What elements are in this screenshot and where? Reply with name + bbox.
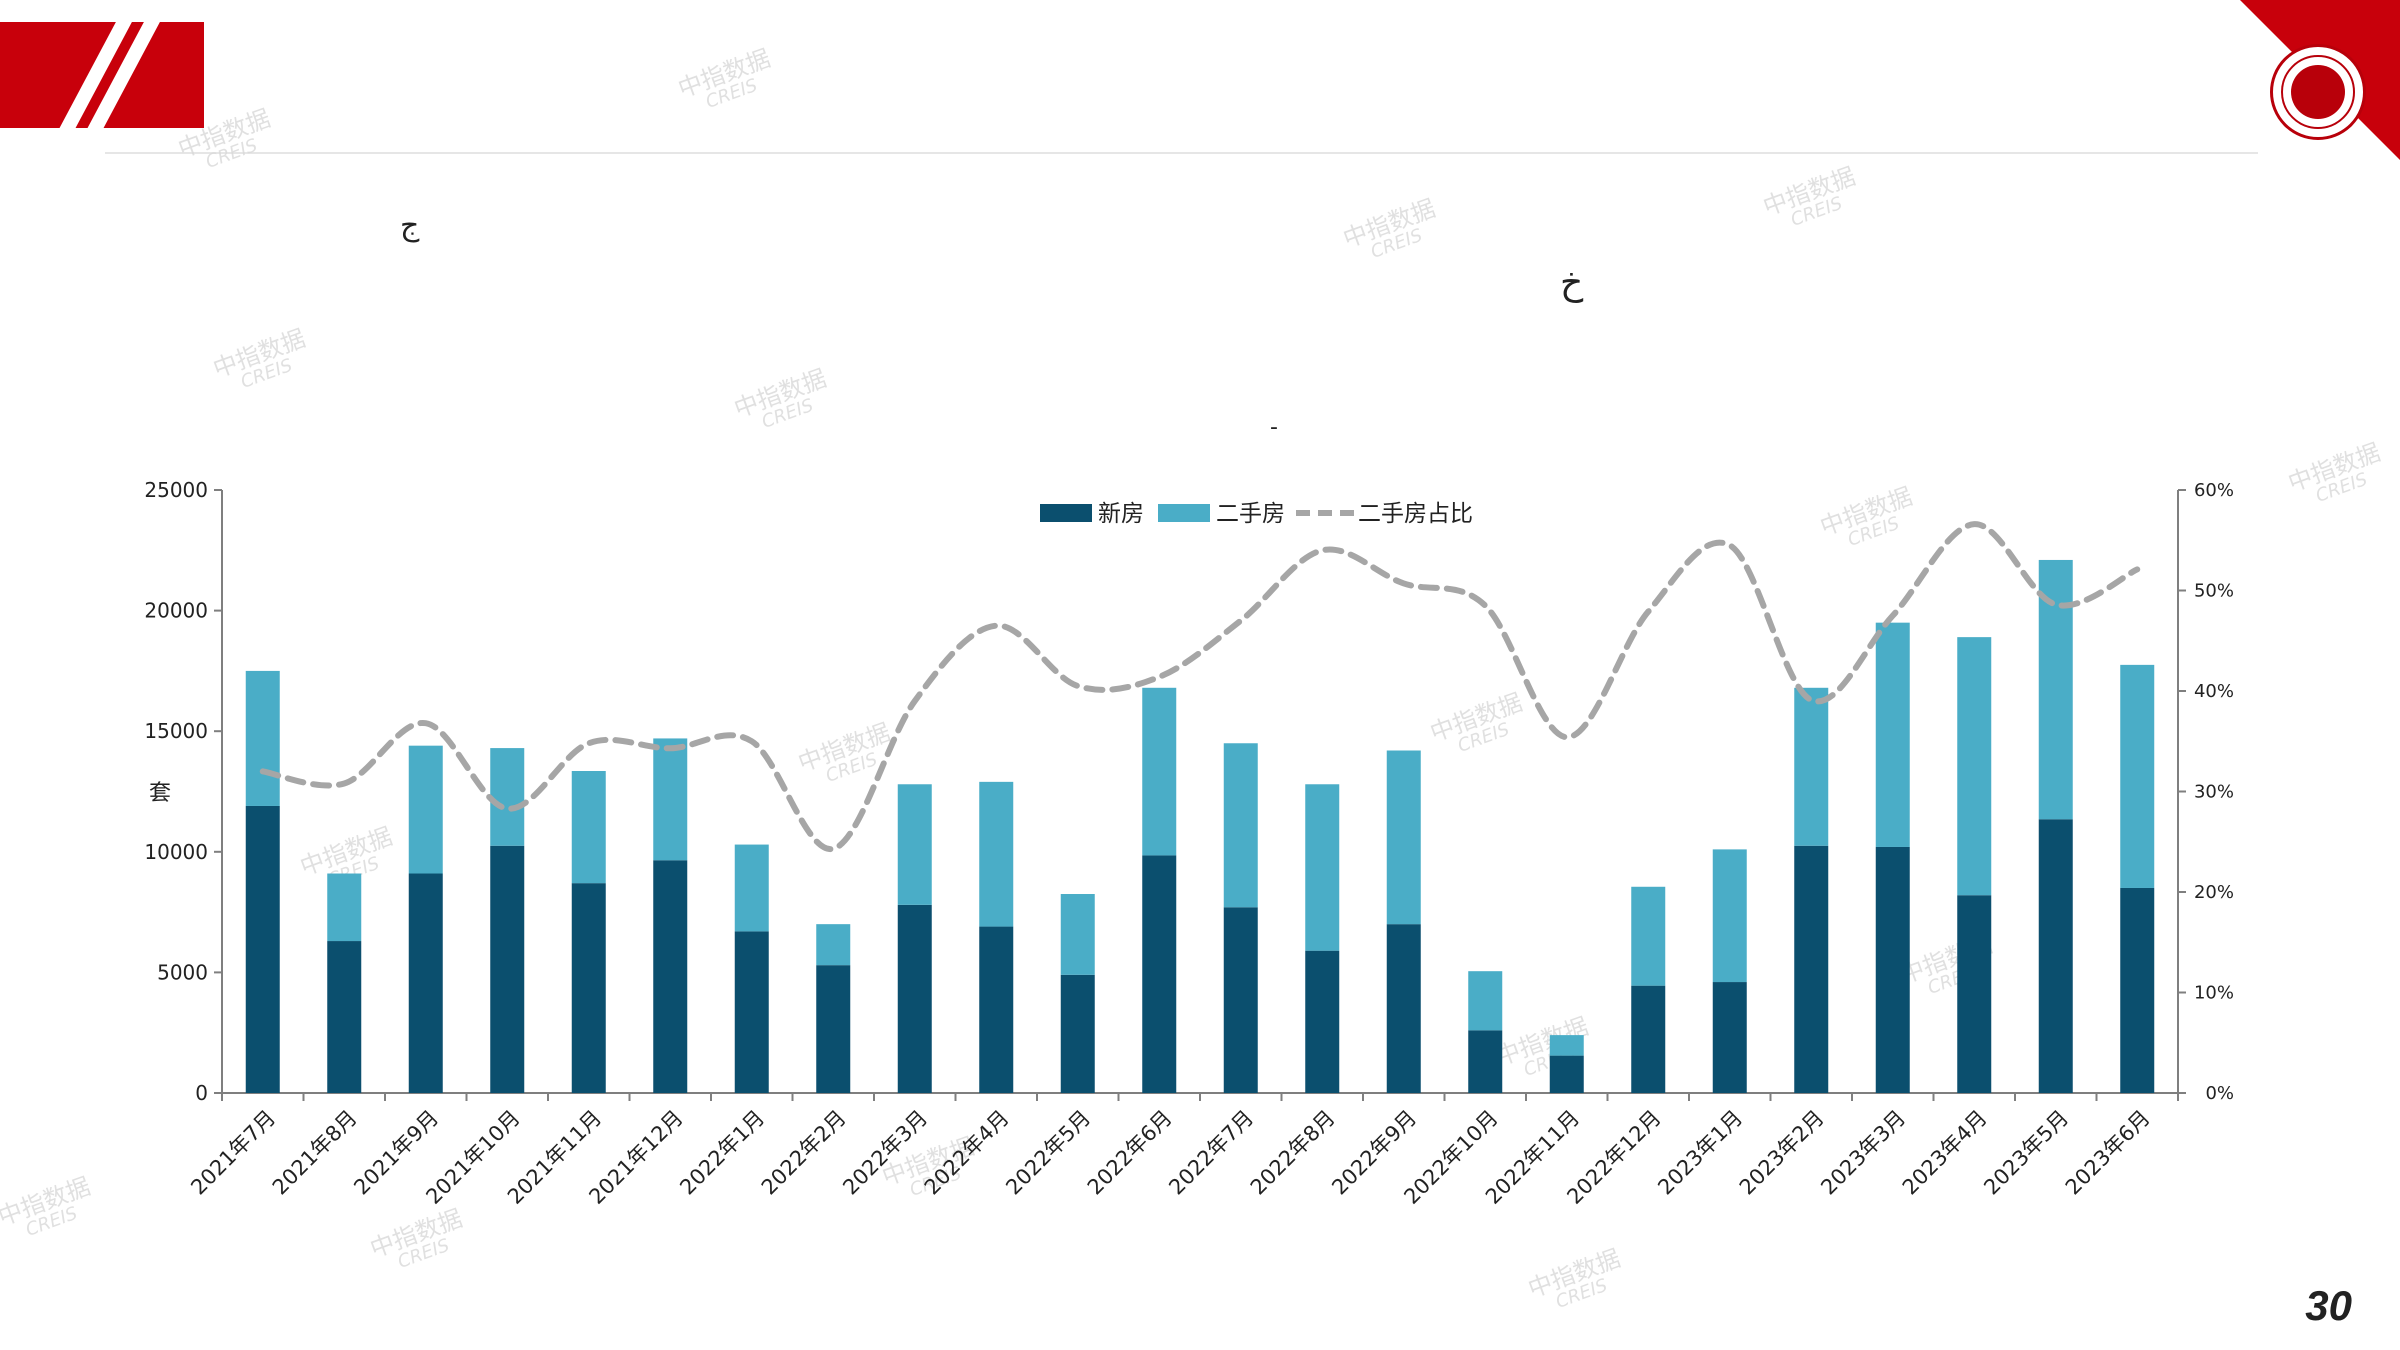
stray-mark: خ (1560, 262, 1584, 303)
header-divider (105, 152, 2258, 154)
bar-second-hand (1794, 687, 1829, 846)
china-index-academy-seal-icon (2270, 44, 2366, 140)
bar-new-house (653, 860, 688, 1093)
bar-second-hand (1305, 784, 1340, 951)
y2-tick-label: 30% (2194, 782, 2234, 803)
bar-new-house (1386, 924, 1421, 1093)
bar-second-hand (653, 738, 688, 861)
bar-second-hand (490, 748, 525, 846)
y2-tick-label: 40% (2194, 681, 2234, 702)
bar-new-house (2120, 887, 2155, 1093)
x-tick-label: 2023年3月 (1816, 1106, 1910, 1200)
bar-new-house (1875, 846, 1910, 1093)
y-tick-label: 15000 (144, 719, 208, 743)
bar-new-house (816, 965, 851, 1093)
y2-tick-label: 60% (2194, 480, 2234, 501)
legend-swatch-second-hand (1158, 504, 1210, 522)
y-tick-label: 0 (195, 1081, 208, 1105)
brand-logo-block (0, 22, 204, 128)
bar-new-house (1631, 985, 1666, 1093)
x-tick-label: 2022年3月 (838, 1106, 932, 1200)
legend-label-share: 二手房占比 (1358, 501, 1473, 527)
seal-center (2291, 65, 2345, 119)
bar-new-house (734, 931, 769, 1093)
y2-tick-label: 0% (2205, 1083, 2234, 1104)
bar-new-house (408, 873, 443, 1093)
bar-second-hand (1386, 750, 1421, 925)
bar-second-hand (734, 844, 769, 932)
y-tick-label: 5000 (157, 960, 208, 984)
x-tick-label: 2023年6月 (2061, 1106, 2155, 1200)
bar-new-house (571, 883, 606, 1093)
bar-new-house (1142, 855, 1177, 1093)
bar-second-hand (897, 784, 932, 905)
x-tick-label: 2022年1月 (675, 1106, 769, 1200)
bar-second-hand (1060, 894, 1095, 975)
bar-second-hand (1712, 849, 1747, 983)
legend-label-new-house: 新房 (1098, 501, 1144, 527)
x-tick-label: 2021年8月 (268, 1106, 362, 1200)
x-tick-label: 2022年4月 (920, 1106, 1014, 1200)
legend-label-second-hand: 二手房 (1216, 501, 1285, 527)
y2-tick-label: 50% (2194, 581, 2234, 602)
x-tick-label: 2022年2月 (757, 1106, 851, 1200)
bar-second-hand (2120, 664, 2155, 888)
bar-new-house (1549, 1055, 1584, 1093)
bar-new-house (897, 904, 932, 1093)
x-tick-label: 2022年8月 (1246, 1106, 1340, 1200)
bar-second-hand (1549, 1035, 1584, 1056)
x-tick-label: 2023年5月 (1979, 1106, 2073, 1200)
bar-new-house (245, 805, 280, 1093)
bar-second-hand (816, 924, 851, 966)
bar-second-hand (327, 873, 362, 942)
bar-new-house (327, 941, 362, 1093)
bar-new-house (1712, 982, 1747, 1093)
bar-new-house (2038, 819, 2073, 1093)
stray-mark: - (1270, 415, 1278, 440)
y-tick-label: 25000 (144, 478, 208, 502)
bar-second-hand (245, 670, 280, 806)
bar-second-hand (1142, 687, 1177, 856)
stray-mark: ج (400, 208, 420, 243)
bar-new-house (1223, 907, 1258, 1093)
bar-new-house (979, 926, 1014, 1093)
x-tick-label: 2022年5月 (1001, 1106, 1095, 1200)
bar-second-hand (1957, 637, 1992, 896)
bar-second-hand (1875, 622, 1910, 847)
bar-second-hand (979, 781, 1014, 927)
bar-new-house (1957, 895, 1992, 1093)
x-tick-label: 2023年1月 (1653, 1106, 1747, 1200)
x-tick-label: 2021年7月 (186, 1106, 280, 1200)
y2-tick-label: 20% (2194, 882, 2234, 903)
bar-second-hand (408, 745, 443, 874)
bar-second-hand (571, 770, 606, 884)
y-axis-label: 套 (149, 781, 171, 806)
seal-ring (2281, 55, 2355, 129)
y-tick-label: 10000 (144, 840, 208, 864)
legend-swatch-new-house (1040, 504, 1092, 522)
bar-new-house (490, 845, 525, 1093)
page-number: 30 (2305, 1282, 2352, 1329)
y2-tick-label: 10% (2194, 983, 2234, 1004)
bar-new-house (1794, 845, 1829, 1093)
bar-second-hand (1631, 886, 1666, 986)
bar-second-hand (1223, 743, 1258, 908)
bar-new-house (1060, 974, 1095, 1093)
x-tick-label: 2023年4月 (1898, 1106, 1992, 1200)
x-tick-label: 2022年6月 (1083, 1106, 1177, 1200)
x-tick-label: 2022年7月 (1164, 1106, 1258, 1200)
bar-new-house (1305, 950, 1340, 1093)
y-tick-label: 20000 (144, 599, 208, 623)
bar-new-house (1468, 1030, 1503, 1093)
x-tick-label: 2023年2月 (1735, 1106, 1829, 1200)
bar-second-hand (1468, 971, 1503, 1031)
line-second-hand-share (259, 521, 2141, 852)
